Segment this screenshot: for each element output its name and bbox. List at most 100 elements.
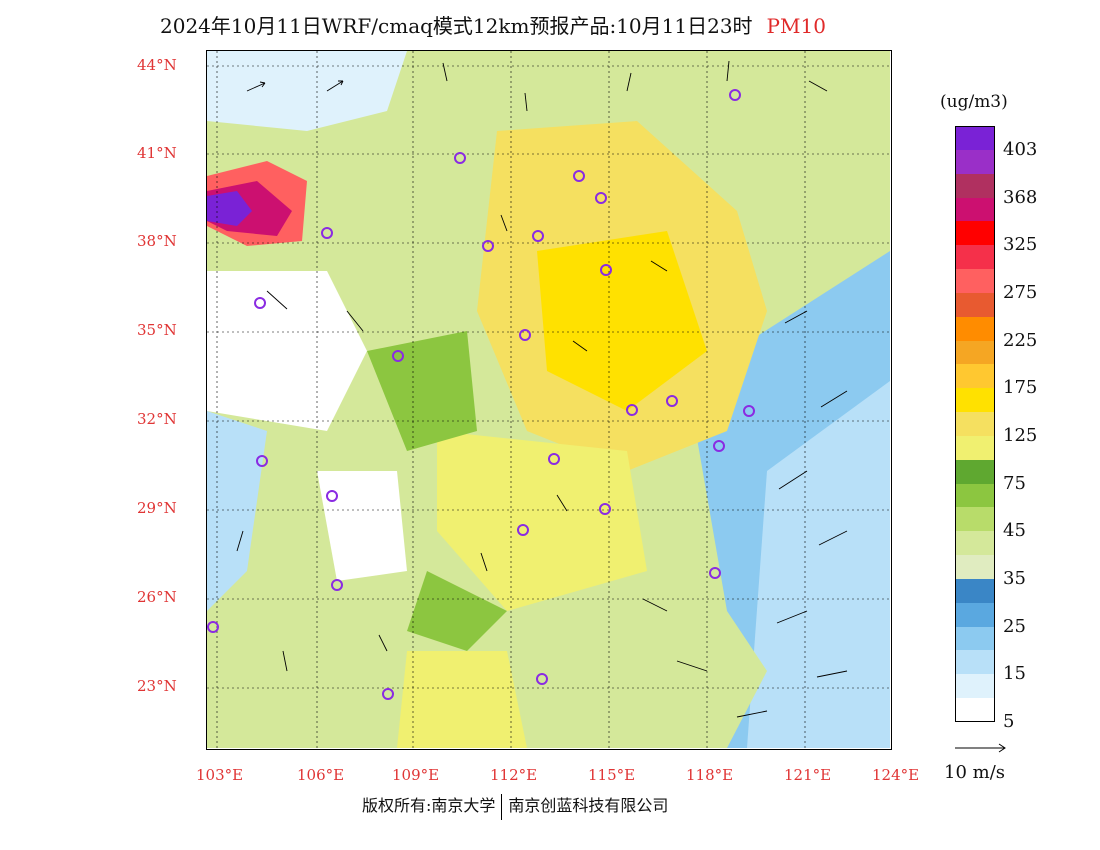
- colorbar-swatch: [955, 483, 995, 508]
- site-marker: [666, 395, 678, 407]
- map-title: 2024年10月11日WRF/cmaq模式12km预报产品:10月11日23时 P…: [160, 10, 960, 39]
- site-marker: [331, 579, 343, 591]
- site-marker: [709, 567, 721, 579]
- title-main: 2024年10月11日WRF/cmaq模式12km预报产品:10月11日23时: [160, 14, 753, 38]
- site-markers: [207, 89, 755, 700]
- lon-label-124: 124°E: [872, 766, 920, 784]
- site-marker: [256, 455, 268, 467]
- site-marker: [743, 405, 755, 417]
- site-marker: [454, 152, 466, 164]
- colorbar-label: 368: [1003, 186, 1038, 208]
- site-marker: [536, 673, 548, 685]
- site-marker: [626, 404, 638, 416]
- coastal-haze: [637, 611, 767, 748]
- colorbar-swatch: [955, 126, 995, 151]
- colorbar-label: 35: [1003, 567, 1026, 589]
- colorbar-swatch: [955, 507, 995, 532]
- lon-label-118: 118°E: [686, 766, 734, 784]
- site-marker: [326, 490, 338, 502]
- colorbar-swatch: [955, 459, 995, 485]
- lat-label-23: 23°N: [137, 677, 177, 695]
- colorbar-label: 75: [1003, 472, 1026, 494]
- lat-label-38: 38°N: [137, 232, 177, 250]
- colorbar-swatch: [955, 292, 995, 318]
- lat-label-29: 29°N: [137, 499, 177, 517]
- wind-scale-arrow: [955, 743, 1006, 753]
- site-marker: [517, 524, 529, 536]
- graticule: [207, 51, 890, 748]
- copyright-right: 南京创蓝科技有限公司: [508, 796, 669, 815]
- copyright: 版权所有:南京大学 南京创蓝科技有限公司: [362, 792, 668, 820]
- colorbar-label: 275: [1003, 281, 1038, 303]
- lat-label-35: 35°N: [137, 321, 177, 339]
- colorbar-swatch: [955, 602, 995, 628]
- site-marker: [392, 350, 404, 362]
- colorbar-swatch: [955, 245, 995, 270]
- site-marker: [599, 503, 611, 515]
- colorbar-label: 5: [1003, 711, 1015, 732]
- site-marker: [482, 240, 494, 252]
- colorbar-label: 125: [1003, 424, 1038, 446]
- lon-label-106: 106°E: [297, 766, 345, 784]
- colorbar-swatch: [955, 221, 995, 246]
- site-marker: [519, 329, 531, 341]
- site-marker: [321, 227, 333, 239]
- site-marker: [573, 170, 585, 182]
- site-marker: [713, 440, 725, 452]
- copyright-left: 版权所有:南京大学: [362, 796, 496, 815]
- colorbar-label: 175: [1003, 377, 1038, 399]
- site-marker: [382, 688, 394, 700]
- wind-vectors: [236, 60, 848, 718]
- legend-unit: (ug/m3): [940, 92, 1008, 112]
- colorbar-label: 25: [1003, 615, 1026, 637]
- central-plain-peak: [537, 231, 707, 411]
- south-china-moderate: [397, 651, 527, 748]
- colorbar-swatch: [955, 435, 995, 461]
- central-china-moderate: [437, 431, 647, 611]
- colorbar-swatch: [955, 173, 995, 198]
- colorbar-swatch: [955, 698, 995, 723]
- colorbar-swatch: [955, 650, 995, 675]
- lon-label-103: 103°E: [196, 766, 244, 784]
- colorbar-label: 225: [1003, 329, 1038, 351]
- site-marker: [729, 89, 741, 101]
- colorbar-swatch: [955, 626, 995, 651]
- colorbar-swatch: [955, 197, 995, 222]
- south-green: [407, 571, 507, 651]
- lat-label-32: 32°N: [137, 410, 177, 428]
- lon-label-115: 115°E: [588, 766, 636, 784]
- colorbar-label: 15: [1003, 663, 1026, 685]
- site-marker: [532, 230, 544, 242]
- colorbar-swatch: [955, 388, 995, 413]
- lat-label-44: 44°N: [137, 56, 177, 74]
- colorbar-swatch: [955, 674, 995, 699]
- lon-label-112: 112°E: [490, 766, 538, 784]
- colorbar-swatch: [955, 531, 995, 556]
- north-clean-area: [207, 51, 407, 131]
- colorbar-label: 325: [1003, 234, 1038, 256]
- sea-outer-region: [747, 381, 890, 748]
- sichuan-clean-area: [317, 471, 407, 581]
- site-marker: [600, 264, 612, 276]
- colorbar-swatch: [955, 316, 995, 342]
- site-marker: [548, 453, 560, 465]
- pollutant-label: PM10: [766, 14, 826, 38]
- colorbar-label: 403: [1003, 138, 1038, 160]
- colorbar-swatch: [955, 555, 995, 580]
- west-clean-area: [207, 271, 367, 431]
- colorbar-swatch: [955, 578, 995, 604]
- colorbar-swatch: [955, 340, 995, 365]
- lat-label-26: 26°N: [137, 588, 177, 606]
- loess-green: [367, 331, 477, 451]
- colorbar-swatch: [955, 149, 995, 175]
- lon-label-109: 109°E: [392, 766, 440, 784]
- site-marker: [254, 297, 266, 309]
- lon-label-121: 121°E: [784, 766, 832, 784]
- map-canvas: [207, 51, 890, 748]
- copyright-separator: [501, 793, 503, 820]
- southwest-clean-area: [207, 411, 267, 611]
- colorbar-label: 45: [1003, 520, 1026, 542]
- colorbar-swatch: [955, 412, 995, 437]
- wind-scale-label: 10 m/s: [944, 762, 1005, 783]
- site-marker: [207, 621, 219, 633]
